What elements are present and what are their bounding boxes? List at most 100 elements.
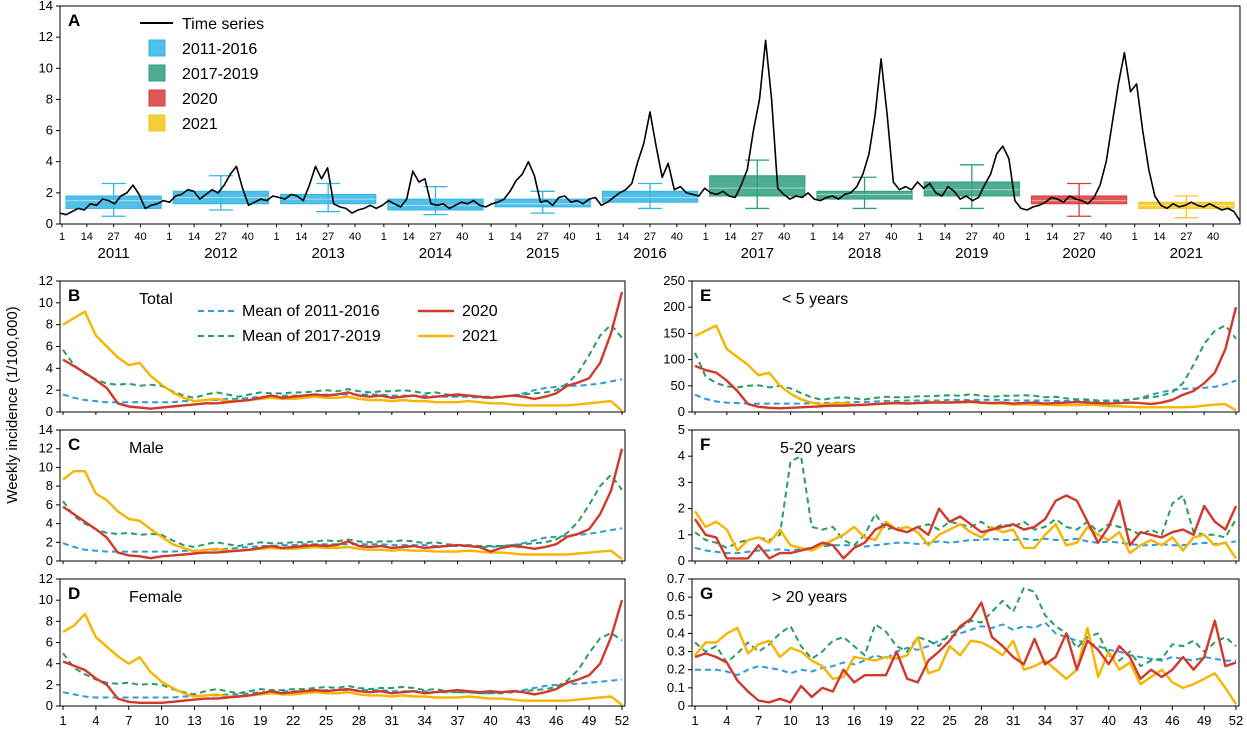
x-week-label-a: 1 bbox=[59, 231, 65, 243]
x-tick-label-d: 19 bbox=[253, 713, 267, 728]
panel-title-g: > 20 years bbox=[772, 589, 847, 606]
legend-label: 2011-2016 bbox=[182, 41, 257, 58]
panel-frame-e bbox=[691, 280, 1240, 413]
y-tick-label-a-5: 10 bbox=[39, 60, 53, 75]
x-tick-label-g: 7 bbox=[755, 713, 762, 728]
x-tick-label-g: 22 bbox=[911, 713, 925, 728]
box-plot-box-2013 bbox=[280, 182, 377, 213]
x-tick-label-d: 13 bbox=[187, 713, 201, 728]
series-line-g-mean-of-2011-2016 bbox=[695, 621, 1236, 677]
x-week-label-a: 27 bbox=[644, 231, 656, 243]
x-tick-label-g: 31 bbox=[1006, 713, 1020, 728]
y-tick-label-b-3: 6 bbox=[46, 339, 53, 354]
x-tick-label-d: 49 bbox=[582, 713, 596, 728]
x-year-label-a: 2016 bbox=[633, 245, 666, 262]
box-plot-box-2019 bbox=[923, 164, 1020, 210]
series-line-b-2020 bbox=[62, 291, 624, 410]
x-tick-label-d: 28 bbox=[352, 713, 366, 728]
x-week-label-a: 40 bbox=[1100, 231, 1112, 243]
x-tick-label-d: 7 bbox=[125, 713, 132, 728]
y-tick-label-b-6: 12 bbox=[39, 273, 53, 288]
x-week-label-a: 14 bbox=[510, 231, 522, 243]
box-plot-box-2021 bbox=[1138, 195, 1235, 219]
y-tick-label-c-4: 8 bbox=[46, 478, 53, 493]
y-tick-label-c-0: 0 bbox=[46, 553, 53, 568]
x-tick-label-d: 43 bbox=[516, 713, 530, 728]
series-line-g-2021 bbox=[694, 626, 1238, 705]
box-plot-box-2014 bbox=[387, 185, 484, 216]
legend-swatch-box bbox=[148, 39, 166, 57]
box-iqr bbox=[65, 195, 162, 209]
y-tick-label-g-7: 0.7 bbox=[667, 571, 685, 586]
legend-a: Time series 2011-2016 2017-2019 2020 2021 bbox=[140, 16, 264, 133]
x-year-label-a: 2012 bbox=[204, 245, 237, 262]
panel-frame-g bbox=[691, 578, 1240, 707]
x-year-label-a: 2015 bbox=[526, 245, 559, 262]
x-tick-label-g: 19 bbox=[879, 713, 893, 728]
x-week-label-a: 14 bbox=[295, 231, 307, 243]
box-plot-box-2012 bbox=[172, 175, 270, 211]
x-week-label-a: 1 bbox=[810, 231, 816, 243]
y-tick-label-a-3: 6 bbox=[46, 123, 53, 138]
y-tick-label-g-6: 0.6 bbox=[667, 589, 685, 604]
series-line-f-2020 bbox=[694, 494, 1238, 560]
x-tick-label-d: 22 bbox=[286, 713, 300, 728]
x-tick-label-g: 13 bbox=[815, 713, 829, 728]
panel-title-f: 5-20 years bbox=[780, 440, 856, 457]
series-line-e-mean-of-2017-2019 bbox=[694, 324, 1237, 402]
box-plot-box-2016 bbox=[601, 182, 699, 210]
legend-label: 2021 bbox=[182, 116, 218, 133]
panel-letter-g: G bbox=[700, 584, 713, 603]
y-tick-label-f-4: 4 bbox=[678, 448, 685, 463]
y-axis-label: Weekly incidence (1/100,000) bbox=[4, 306, 21, 503]
legend-label: Mean of 2017-2019 bbox=[242, 328, 381, 345]
legend-swatch-box bbox=[148, 64, 166, 82]
y-tick-label-c-3: 6 bbox=[46, 497, 53, 512]
y-tick-label-e-2: 100 bbox=[663, 352, 685, 367]
y-tick-label-g-3: 0.3 bbox=[667, 644, 685, 659]
x-tick-label-d: 34 bbox=[417, 713, 431, 728]
x-week-label-a: 40 bbox=[671, 231, 683, 243]
x-tick-label-g: 34 bbox=[1038, 713, 1052, 728]
legend-label: 2020 bbox=[462, 303, 498, 320]
box-plot-box-2011 bbox=[65, 182, 162, 217]
x-week-label-a: 1 bbox=[166, 231, 172, 243]
y-tick-label-f-0: 0 bbox=[678, 553, 685, 568]
x-year-label-a: 2020 bbox=[1062, 245, 1095, 262]
x-week-label-a: 27 bbox=[751, 231, 763, 243]
series-line-c-2020 bbox=[62, 448, 624, 560]
y-tick-label-g-5: 0.5 bbox=[667, 607, 685, 622]
panel-title-d: Female bbox=[129, 589, 182, 606]
x-week-label-a: 27 bbox=[108, 231, 120, 243]
x-tick-label-g: 37 bbox=[1070, 713, 1084, 728]
x-week-label-a: 14 bbox=[832, 231, 844, 243]
x-week-label-a: 40 bbox=[349, 231, 361, 243]
panel-title-c: Male bbox=[129, 440, 164, 457]
y-tick-label-e-3: 150 bbox=[663, 325, 685, 340]
x-week-label-a: 14 bbox=[617, 231, 629, 243]
series-line-g-2020 bbox=[694, 601, 1237, 704]
box-plot-box-2018 bbox=[816, 176, 913, 210]
y-tick-label-a-2: 4 bbox=[46, 154, 53, 169]
x-week-label-a: 14 bbox=[724, 231, 736, 243]
x-tick-label-d: 16 bbox=[220, 713, 234, 728]
series-line-g-mean-of-2017-2019 bbox=[694, 587, 1237, 668]
y-tick-label-f-1: 1 bbox=[678, 527, 685, 542]
x-week-label-a: 1 bbox=[381, 231, 387, 243]
x-week-label-a: 14 bbox=[81, 231, 93, 243]
legend-label: 2020 bbox=[182, 91, 218, 108]
y-tick-label-d-6: 12 bbox=[39, 571, 53, 586]
y-tick-label-a-0: 0 bbox=[46, 216, 53, 231]
x-week-label-a: 27 bbox=[537, 231, 549, 243]
x-tick-label-d: 31 bbox=[385, 713, 399, 728]
x-week-label-a: 1 bbox=[488, 231, 494, 243]
y-tick-label-d-0: 0 bbox=[46, 698, 53, 713]
x-tick-label-d: 37 bbox=[450, 713, 464, 728]
y-tick-label-d-4: 8 bbox=[46, 613, 53, 628]
x-week-label-a: 1 bbox=[1132, 231, 1138, 243]
legend-label: 2017-2019 bbox=[182, 66, 259, 83]
x-year-label-a: 2011 bbox=[98, 245, 130, 262]
x-tick-label-d: 4 bbox=[92, 713, 99, 728]
panel-letter-d: D bbox=[68, 584, 80, 603]
x-week-label-a: 40 bbox=[778, 231, 790, 243]
